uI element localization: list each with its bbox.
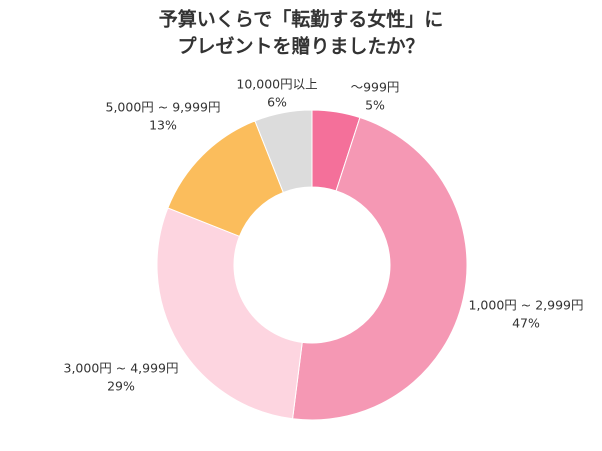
- slice-label: 1,000円 ~ 2,999円: [469, 298, 584, 313]
- value-label: 6%: [267, 95, 287, 110]
- donut-slice: [254, 109, 313, 194]
- value-label: 47%: [512, 316, 540, 331]
- slice-label: 5,000円 ~ 9,999円: [106, 100, 221, 115]
- value-label: 13%: [149, 118, 177, 133]
- slice-label: 3,000円 ~ 4,999円: [64, 361, 179, 376]
- donut-slice: [156, 207, 303, 420]
- chart-title: プレゼントを贈りましたか？: [177, 35, 424, 58]
- donut-slice: [292, 116, 468, 421]
- slice-label: ～999円: [351, 80, 400, 95]
- value-label: 5%: [365, 98, 385, 113]
- value-label: 29%: [107, 379, 135, 394]
- chart-title: 予算いくらで「転勤する女性」に: [159, 8, 443, 31]
- slice-label: 10,000円以上: [236, 77, 317, 92]
